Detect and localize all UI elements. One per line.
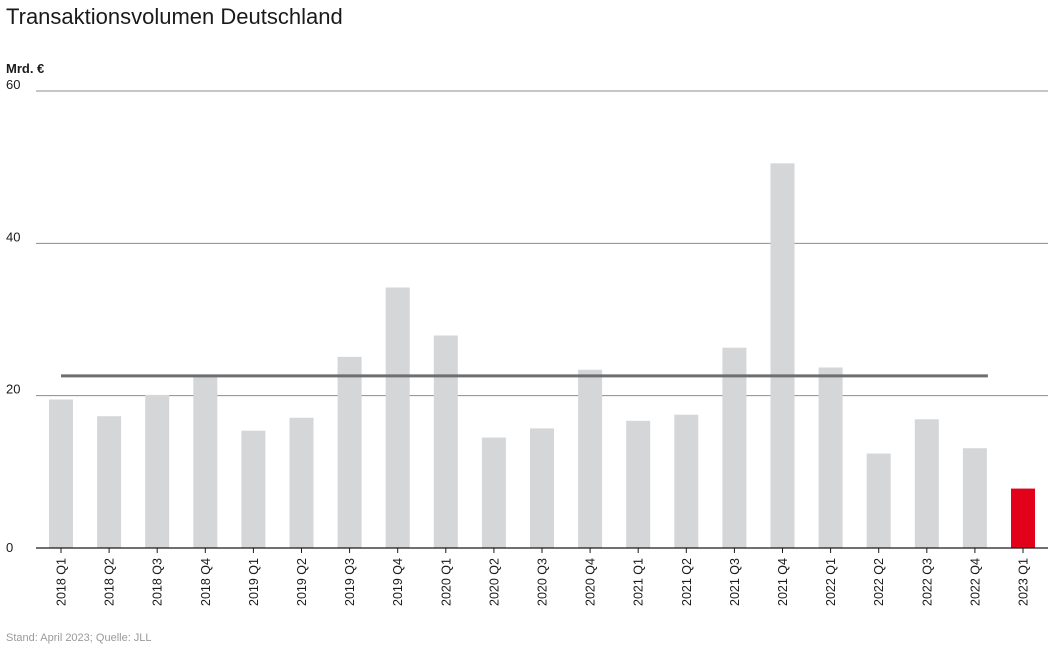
x-tick-label: 2021 Q4 — [776, 558, 790, 606]
bar — [674, 414, 699, 548]
x-tick-label: 2020 Q1 — [439, 558, 453, 606]
x-tick-label: 2019 Q1 — [247, 558, 261, 606]
y-axis-unit-label: Mrd. € — [6, 61, 45, 76]
bar — [97, 416, 122, 548]
bar — [722, 347, 747, 548]
y-tick-label: 0 — [6, 540, 13, 555]
x-tick-label: 2021 Q1 — [632, 558, 646, 606]
bar — [145, 394, 170, 548]
x-tick-label: 2019 Q4 — [391, 558, 405, 606]
source-note: Stand: April 2023; Quelle: JLL — [6, 632, 152, 644]
x-tick-label: 2022 Q2 — [872, 558, 886, 606]
y-tick-label: 40 — [6, 229, 20, 244]
x-tick-label: 2019 Q3 — [343, 558, 357, 606]
bar — [962, 448, 987, 548]
x-tick-label: 2022 Q3 — [920, 558, 934, 606]
x-tick-label: 2020 Q2 — [487, 558, 501, 606]
bar — [914, 419, 939, 548]
x-tick-label: 2020 Q4 — [584, 558, 598, 606]
bar — [481, 437, 506, 548]
bar — [1011, 488, 1035, 548]
bar — [289, 417, 314, 548]
bar — [241, 430, 266, 548]
x-tick-label: 2022 Q1 — [824, 558, 838, 606]
y-tick-label: 20 — [6, 382, 20, 397]
bar — [626, 420, 651, 548]
bar — [385, 287, 410, 548]
bar — [578, 369, 603, 548]
x-tick-label: 2022 Q4 — [968, 558, 982, 606]
x-tick-label: 2023 Q1 — [1017, 558, 1031, 606]
x-tick-label: 2020 Q3 — [536, 558, 550, 606]
bar — [530, 428, 554, 548]
bar — [337, 356, 362, 548]
x-tick-label: 2018 Q1 — [55, 558, 69, 606]
x-tick-label: 2018 Q2 — [103, 558, 117, 606]
x-tick-label: 2019 Q2 — [295, 558, 309, 606]
bar — [193, 375, 218, 548]
bar — [49, 399, 73, 548]
bar — [866, 453, 891, 548]
chart-title: Transaktionsvolumen Deutschland — [6, 4, 343, 29]
y-tick-label: 60 — [6, 77, 20, 92]
x-tick-label: 2018 Q4 — [199, 558, 213, 606]
x-tick-label: 2021 Q2 — [680, 558, 694, 606]
bar — [433, 335, 458, 548]
x-tick-label: 2021 Q3 — [728, 558, 742, 606]
bar — [818, 367, 843, 548]
x-tick-label: 2018 Q3 — [151, 558, 165, 606]
bar — [770, 163, 795, 548]
